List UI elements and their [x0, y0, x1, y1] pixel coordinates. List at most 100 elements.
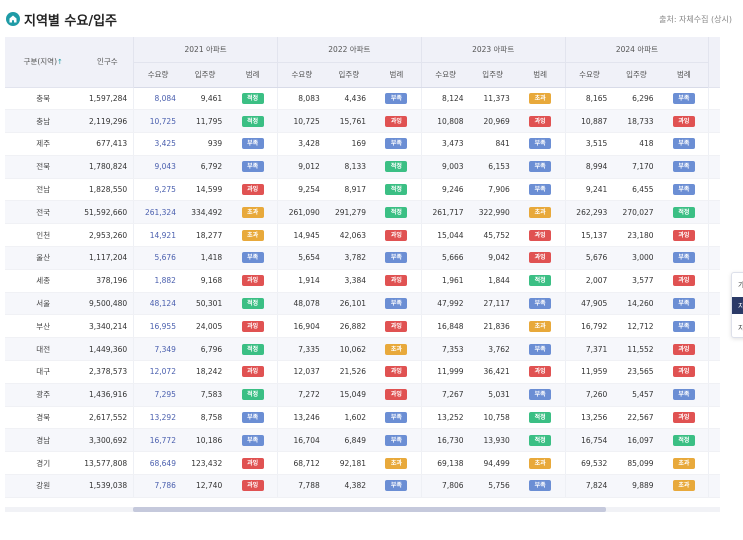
- population-cell: 1,828,550: [81, 178, 134, 202]
- table-row[interactable]: 강원 1,539,038 7,786 12,740 과잉 7,788 4,382 부족 7,80…: [5, 474, 720, 498]
- demand-column-header[interactable]: 수요량: [133, 62, 182, 88]
- population-cell: 1,436,916: [81, 383, 134, 407]
- status-badge: 부족: [385, 434, 408, 446]
- population-cell: 2,953,260: [81, 223, 134, 248]
- legend-cell: 과잉: [659, 360, 709, 384]
- demand-cell: 3,515: [564, 132, 614, 156]
- side-menu-item[interactable]: 지: [738, 324, 743, 332]
- supply-column-header[interactable]: 입주량: [325, 62, 372, 88]
- table-row[interactable]: 충북 1,597,284 8,084 9,461 적정 8,083 4,436 부족 8,124…: [5, 87, 720, 111]
- table-row[interactable]: 세종 378,196 1,882 9,168 과잉 1,914 3,384 과잉 1,961 1,…: [5, 269, 720, 293]
- legend-cell: 부족: [659, 383, 709, 407]
- region-table-container[interactable]: 구분(지역)↑ 인구수 2021 아파트 2022 아파트 2023 아파트 2…: [5, 37, 720, 515]
- supply-cell: 10,186: [181, 428, 229, 453]
- legend-column-header[interactable]: 범례: [515, 62, 566, 88]
- legend-cell: 부족: [515, 178, 566, 202]
- supply-cell: 939: [181, 132, 229, 156]
- demand-column-header[interactable]: 수요량: [564, 62, 614, 88]
- table-row[interactable]: 경남 3,300,692 16,772 10,186 부족 16,704 6,849 부족 16…: [5, 428, 720, 453]
- demand-column-header[interactable]: 수요량: [276, 62, 326, 88]
- legend-column-header[interactable]: 범례: [228, 62, 278, 88]
- legend-cell: 초과: [659, 451, 709, 476]
- supply-cell: 6,153: [469, 155, 516, 179]
- region-cell: 대구: [5, 360, 82, 384]
- demand-cell: 16,754: [564, 428, 614, 453]
- table-row[interactable]: 대구 2,378,573 12,072 18,242 과잉 12,037 21,526 과잉 1…: [5, 360, 720, 384]
- row-spacer: [708, 200, 720, 225]
- demand-cell: 7,824: [564, 474, 614, 498]
- supply-cell: 45,752: [469, 223, 516, 248]
- legend-cell: 과잉: [659, 109, 709, 134]
- population-column-header[interactable]: 인구수: [81, 37, 134, 88]
- status-badge: 부족: [529, 343, 552, 355]
- status-badge: 적정: [672, 206, 695, 218]
- horizontal-scrollbar[interactable]: [5, 507, 720, 512]
- table-row[interactable]: 전국 51,592,660 261,324 334,492 초과 261,090 291,2…: [5, 200, 720, 225]
- legend-cell: 부족: [372, 246, 422, 270]
- table-row[interactable]: 경북 2,617,552 13,292 8,758 부족 13,246 1,602 부족 13,…: [5, 406, 720, 430]
- table-row[interactable]: 울산 1,117,204 5,676 1,418 부족 5,654 3,782 부족 5,666…: [5, 246, 720, 270]
- row-spacer: [708, 223, 720, 248]
- region-column-header[interactable]: 구분(지역)↑: [5, 37, 82, 88]
- legend-cell: 부족: [659, 155, 709, 179]
- legend-cell: 초과: [659, 474, 709, 498]
- status-badge: 초과: [385, 457, 408, 469]
- region-cell: 충북: [5, 87, 82, 111]
- status-badge: 부족: [385, 298, 408, 310]
- table-row[interactable]: 충남 2,119,296 10,725 11,795 적정 10,725 15,761 과잉 1…: [5, 109, 720, 134]
- supply-column-header[interactable]: 입주량: [613, 62, 660, 88]
- table-row[interactable]: 전북 1,780,824 9,043 6,792 부족 9,012 8,133 적정 9,003…: [5, 155, 720, 179]
- demand-column-header[interactable]: 수요량: [420, 62, 470, 88]
- demand-cell: 13,256: [564, 406, 614, 430]
- sort-up-icon[interactable]: ↑: [57, 58, 63, 67]
- year-header-2021: 2021 아파트: [133, 37, 278, 63]
- demand-cell: 14,945: [276, 223, 326, 248]
- table-row[interactable]: 경기 13,577,808 68,649 123,432 과잉 68,712 92,181 초…: [5, 451, 720, 476]
- side-menu-item-active[interactable]: 지: [738, 302, 743, 310]
- status-badge: 과잉: [241, 320, 264, 332]
- table-row[interactable]: 광주 1,436,916 7,295 7,583 적정 7,272 15,049 과잉 7,26…: [5, 383, 720, 407]
- demand-cell: 9,003: [420, 155, 470, 179]
- legend-column-header[interactable]: 범례: [659, 62, 709, 88]
- scrollbar-thumb[interactable]: [133, 507, 606, 512]
- legend-cell: 초과: [372, 451, 422, 476]
- demand-cell: 47,905: [564, 292, 614, 316]
- supply-cell: 3,384: [325, 269, 372, 293]
- side-menu-item[interactable]: 가: [738, 281, 743, 289]
- status-badge: 부족: [385, 92, 408, 104]
- legend-cell: 부족: [228, 246, 278, 270]
- supply-cell: 9,461: [181, 87, 229, 111]
- row-spacer: [708, 132, 720, 156]
- legend-column-header[interactable]: 범례: [372, 62, 422, 88]
- population-cell: 2,617,552: [81, 406, 134, 430]
- supply-column-header[interactable]: 입주량: [469, 62, 516, 88]
- status-badge: 부족: [672, 389, 695, 401]
- status-badge: 부족: [241, 252, 264, 264]
- demand-cell: 48,124: [133, 292, 182, 316]
- year-header-2023: 2023 아파트: [420, 37, 566, 63]
- supply-column-header[interactable]: 입주량: [181, 62, 229, 88]
- table-row[interactable]: 대전 1,449,360 7,349 6,796 적정 7,335 10,062 초과 7,35…: [5, 337, 720, 362]
- table-row[interactable]: 제주 677,413 3,425 939 부족 3,428 169 부족 3,473 841 부족 3…: [5, 132, 720, 156]
- demand-cell: 7,786: [133, 474, 182, 498]
- supply-cell: 11,795: [181, 109, 229, 134]
- table-row[interactable]: 부산 3,340,214 16,955 24,005 과잉 16,904 26,882 과잉 1…: [5, 314, 720, 339]
- demand-cell: 68,712: [276, 451, 326, 476]
- legend-cell: 과잉: [372, 383, 422, 407]
- demand-cell: 8,994: [564, 155, 614, 179]
- population-cell: 3,300,692: [81, 428, 134, 453]
- supply-cell: 22,567: [613, 406, 660, 430]
- legend-cell: 부족: [659, 178, 709, 202]
- supply-cell: 7,583: [181, 383, 229, 407]
- status-badge: 과잉: [385, 366, 408, 378]
- population-cell: 2,378,573: [81, 360, 134, 384]
- table-row[interactable]: 인천 2,953,260 14,921 18,277 초과 14,945 42,063 과잉 1…: [5, 223, 720, 248]
- table-row[interactable]: 서울 9,500,480 48,124 50,301 적정 48,078 26,101 부족 4…: [5, 292, 720, 316]
- status-badge: 부족: [529, 138, 552, 150]
- demand-cell: 3,425: [133, 132, 182, 156]
- supply-cell: 6,296: [613, 87, 660, 111]
- legend-cell: 적정: [228, 292, 278, 316]
- legend-cell: 초과: [515, 87, 566, 111]
- table-row[interactable]: 전남 1,828,550 9,275 14,599 과잉 9,254 8,917 적정 9,24…: [5, 178, 720, 202]
- population-cell: 51,592,660: [81, 200, 134, 225]
